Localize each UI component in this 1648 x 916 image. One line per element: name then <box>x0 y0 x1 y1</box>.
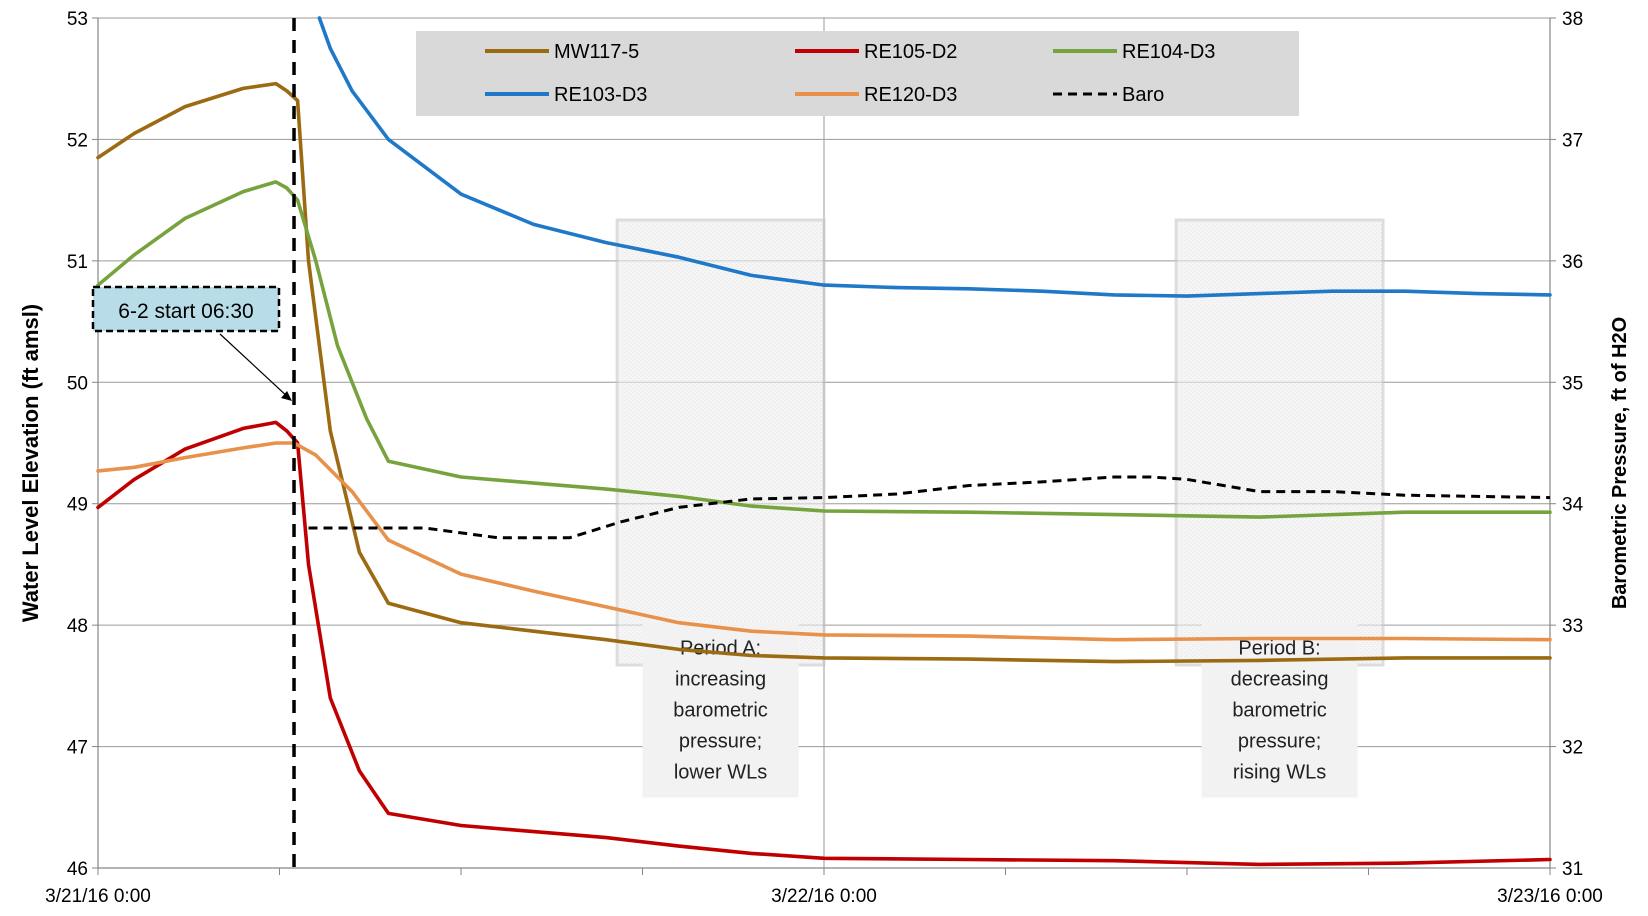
legend-label-re120-d3: RE120-D3 <box>864 84 957 106</box>
x-tick-label: 3/22/16 0:00 <box>771 886 877 907</box>
y2-tick-label: 31 <box>1562 859 1583 880</box>
legend-box <box>416 31 1299 116</box>
event-label-box <box>91 285 281 333</box>
y2-tick-label: 36 <box>1562 252 1583 273</box>
y-tick-label: 49 <box>67 495 88 516</box>
period-a-box <box>615 218 826 667</box>
y2-tick-label: 33 <box>1562 616 1583 637</box>
legend: MW117-5 RE105-D2 RE104-D3 RE103-D3 RE120-D3 B… <box>416 31 1299 116</box>
x-ticks: 3/21/16 0:00 3/22/16 0:00 3/23/16 0:00 <box>45 868 1603 907</box>
period-a-label-line: increasing <box>675 669 766 691</box>
legend-label-mw117-5: MW117-5 <box>554 41 639 63</box>
y-tick-label: 46 <box>67 859 88 880</box>
y-axis-title: Water Level Elevation (ft amsl) <box>18 304 43 622</box>
y2-tick-label: 35 <box>1562 373 1583 394</box>
y2-axis-title: Barometric Pressure, ft of H2O <box>1609 317 1631 609</box>
right-y-ticks: 31 32 33 34 35 36 37 38 <box>1550 9 1584 880</box>
series-line-mw117-5 <box>96 81 1552 664</box>
x-tick-label: 3/21/16 0:00 <box>45 886 151 907</box>
legend-label-baro: Baro <box>1122 84 1164 106</box>
y-tick-label: 47 <box>67 738 88 759</box>
period-a-label-line: lower WLs <box>674 762 767 784</box>
event-arrow-line <box>219 333 291 400</box>
event-arrowhead <box>281 391 293 401</box>
series-line-re105-d2 <box>96 420 1552 867</box>
y2-tick-label: 37 <box>1562 130 1583 151</box>
period-a-label-line: barometric <box>673 700 767 722</box>
period-a-label-line: pressure; <box>679 731 762 753</box>
y2-tick-label: 38 <box>1562 9 1583 30</box>
y2-tick-label: 34 <box>1562 495 1584 516</box>
period-b-box <box>1174 218 1385 667</box>
x-tick-label: 3/23/16 0:00 <box>1497 886 1603 907</box>
legend-label-re103-d3: RE103-D3 <box>554 84 647 106</box>
y-tick-label: 48 <box>67 616 88 637</box>
y-tick-label: 51 <box>67 252 88 273</box>
y-tick-label: 50 <box>67 373 88 394</box>
series-line-baro <box>308 475 1551 540</box>
event-marker: 6-2 start 06:30 <box>91 18 296 868</box>
period-annotations: Period A:increasingbarometricpressure;lo… <box>615 218 1385 798</box>
series-line-re120-d3 <box>96 441 1552 642</box>
period-b-label-line: barometric <box>1232 700 1326 722</box>
y-tick-label: 52 <box>67 130 88 151</box>
period-b-label-line: Period B: <box>1238 638 1320 660</box>
series-line-re103-d3 <box>317 16 1552 298</box>
y2-tick-label: 32 <box>1562 738 1583 759</box>
event-label: 6-2 start 06:30 <box>118 300 253 323</box>
y-tick-label: 53 <box>67 9 88 30</box>
left-y-ticks: 46 47 48 49 50 51 52 53 <box>67 9 98 880</box>
period-b-label-line: rising WLs <box>1233 762 1326 784</box>
legend-label-re105-d2: RE105-D2 <box>864 41 957 63</box>
series-line-re104-d3 <box>96 180 1552 519</box>
legend-label-re104-d3: RE104-D3 <box>1122 41 1215 63</box>
period-b-label-line: pressure; <box>1238 731 1321 753</box>
series-lines <box>96 16 1552 867</box>
period-b-label-bg <box>1201 622 1358 798</box>
period-b-label-line: decreasing <box>1231 669 1329 691</box>
